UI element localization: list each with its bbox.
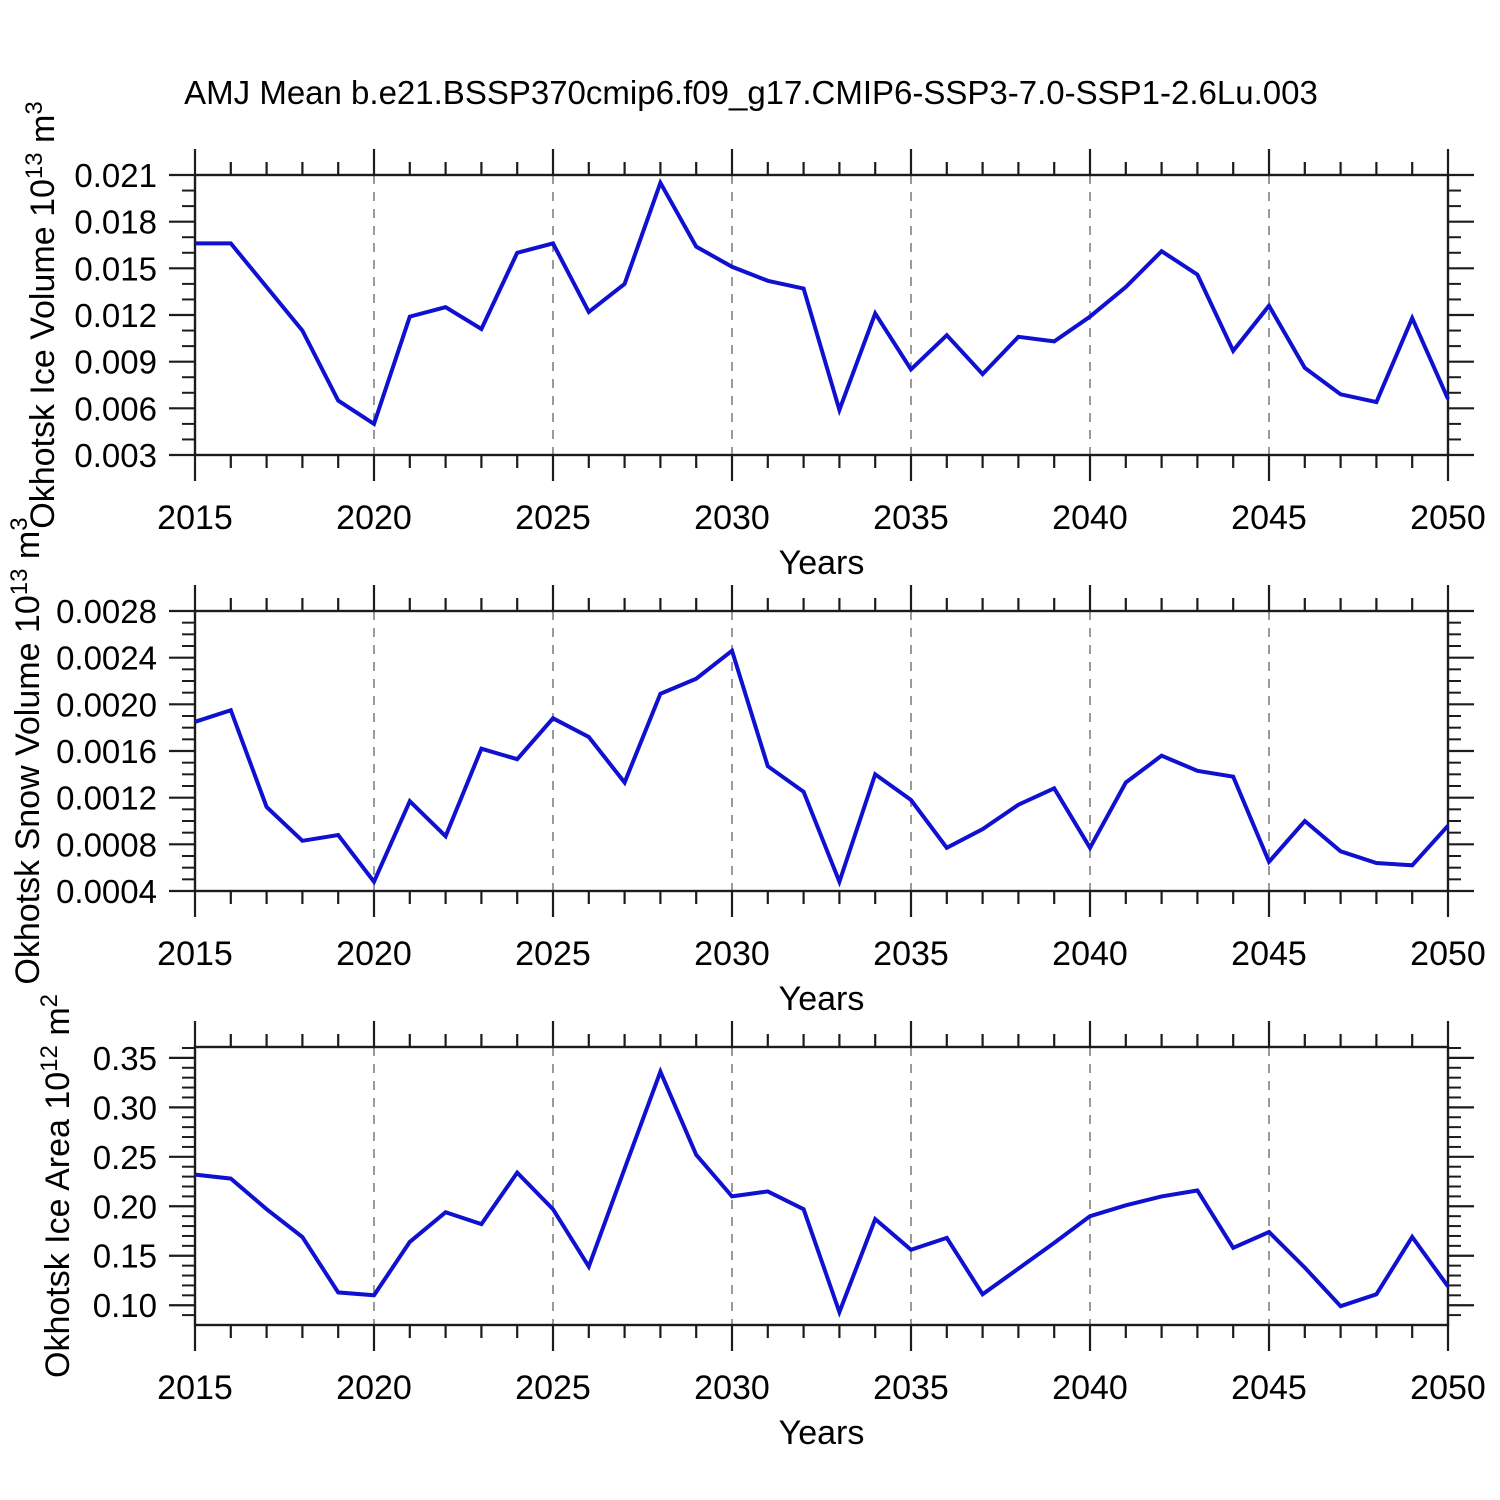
x-tick-label: 2025 xyxy=(515,499,591,537)
x-tick-label: 2025 xyxy=(515,935,591,973)
y-tick-label: 0.30 xyxy=(93,1089,157,1126)
y-axis-title-superscript: 2 xyxy=(35,993,63,1008)
x-tick-label: 2040 xyxy=(1052,499,1128,537)
y-axis-title-text: m xyxy=(24,114,63,153)
x-tick-label: 2045 xyxy=(1231,499,1307,537)
x-tick-label: 2050 xyxy=(1410,935,1486,973)
y-tick-label: 0.35 xyxy=(93,1040,157,1077)
x-tick-label: 2015 xyxy=(157,1369,233,1407)
x-tick-label: 2020 xyxy=(336,499,412,537)
y-tick-label: 0.0020 xyxy=(56,686,157,723)
y-tick-label: 0.0008 xyxy=(56,826,157,863)
y-tick-label: 0.015 xyxy=(74,250,157,287)
y-axis-title-superscript: 3 xyxy=(20,101,48,115)
x-tick-label: 2050 xyxy=(1410,1369,1486,1407)
y-tick-label: 0.0012 xyxy=(56,780,157,817)
y-tick-label: 0.0028 xyxy=(56,593,157,630)
x-tick-label: 2030 xyxy=(694,1369,770,1407)
y-tick-label: 0.25 xyxy=(93,1139,157,1176)
x-tick-label: 2050 xyxy=(1410,499,1486,537)
panel-okhotsk-ice-volume: 0.003 0.006 0.009 0.012 0.015 0.018 0.021 2015 2… xyxy=(74,149,1486,582)
x-axis-title: Years xyxy=(779,1414,865,1452)
y-axis-title-text: m xyxy=(39,1007,78,1046)
data-line-okhotsk-snow-volume xyxy=(194,647,1450,888)
x-axis-title: Years xyxy=(779,980,865,1018)
x-axis-title: Years xyxy=(779,544,865,582)
y-tick-label: 0.012 xyxy=(74,297,157,334)
y-axis-title-superscript: 12 xyxy=(35,1045,63,1072)
x-tick-label: 2020 xyxy=(336,935,412,973)
y-axis-title-superscript: 13 xyxy=(5,568,33,596)
panel-okhotsk-ice-area: 0.10 0.15 0.20 0.25 0.30 0.35 2015 2020 2025 2030… xyxy=(93,1021,1486,1452)
x-tick-label: 2025 xyxy=(515,1369,591,1407)
data-line-okhotsk-ice-area xyxy=(194,1066,1450,1318)
data-line-okhotsk-ice-volume xyxy=(195,177,1450,427)
x-tick-label: 2035 xyxy=(873,1369,949,1407)
x-tick-label: 2015 xyxy=(157,935,233,973)
x-tick-label: 2040 xyxy=(1052,935,1128,973)
x-tick-label: 2020 xyxy=(336,1369,412,1407)
y-tick-label: 0.006 xyxy=(74,390,157,427)
x-tick-label: 2040 xyxy=(1052,1369,1128,1407)
y-tick-label: 0.003 xyxy=(74,437,157,474)
figure-title: AMJ Mean b.e21.BSSP370cmip6.f09_g17.CMIP… xyxy=(184,74,1318,111)
y-axis-title-text: Okhotsk Snow Volume 10 xyxy=(9,595,48,985)
x-tick-label: 2035 xyxy=(873,935,949,973)
y-tick-label: 0.15 xyxy=(93,1238,157,1275)
y-axis-title-text: Okhotsk Ice Volume 10 xyxy=(24,179,63,529)
x-tick-label: 2030 xyxy=(694,499,770,537)
y-axis-title-text: m xyxy=(9,530,48,569)
x-tick-label: 2035 xyxy=(873,499,949,537)
y-axis-title-superscript: 13 xyxy=(20,152,48,180)
panel-okhotsk-snow-volume: 0.0004 0.0008 0.0012 0.0016 0.0020 0.0024 0.00… xyxy=(56,585,1486,1018)
y-tick-label: 0.021 xyxy=(74,157,157,194)
y-axis-title-okhotsk-snow-volume: Okhotsk Snow Volume 1013 m3 xyxy=(6,517,48,984)
x-tick-label: 2030 xyxy=(694,935,770,973)
y-axis-title-superscript: 3 xyxy=(5,517,33,531)
y-axis-title-text: Okhotsk Ice Area 10 xyxy=(39,1071,78,1379)
y-tick-label: 0.10 xyxy=(93,1287,157,1324)
y-tick-label: 0.009 xyxy=(74,344,157,381)
y-tick-label: 0.0024 xyxy=(56,640,157,677)
x-tick-label: 2015 xyxy=(157,499,233,537)
y-axis-title-okhotsk-ice-volume: Okhotsk Ice Volume 1013 m3 xyxy=(21,101,63,528)
y-tick-label: 0.018 xyxy=(74,204,157,241)
y-tick-label: 0.20 xyxy=(93,1188,157,1225)
x-tick-label: 2045 xyxy=(1231,1369,1307,1407)
y-axis-title-okhotsk-ice-area: Okhotsk Ice Area 1012 m2 xyxy=(36,994,78,1378)
y-tick-label: 0.0004 xyxy=(56,873,157,910)
y-tick-label: 0.0016 xyxy=(56,733,157,770)
x-tick-label: 2045 xyxy=(1231,935,1307,973)
plot-frame xyxy=(193,609,1450,893)
